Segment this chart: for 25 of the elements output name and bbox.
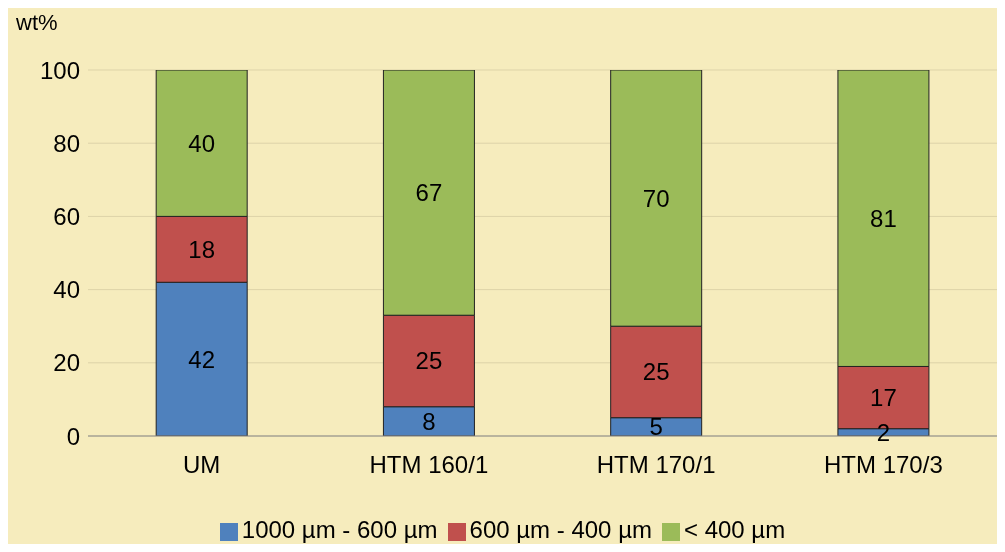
legend-label: < 400 µm: [683, 516, 786, 543]
y-tick-label: 0: [66, 422, 80, 450]
y-tick-label: 100: [39, 56, 80, 84]
legend-label: 1000 µm - 600 µm: [241, 516, 438, 543]
data-label: 25: [415, 347, 443, 375]
y-tick-label: 80: [53, 129, 80, 157]
data-label: 81: [870, 204, 897, 232]
x-tick-label: HTM 160/1: [369, 451, 489, 479]
data-label: 40: [188, 129, 216, 157]
y-axis-title: wt%: [16, 10, 58, 36]
y-tick-label: 60: [53, 202, 80, 230]
data-label: 25: [642, 358, 670, 386]
legend-label: 600 µm - 400 µm: [469, 516, 652, 543]
x-tick-label: HTM 170/1: [596, 451, 716, 479]
x-tick-label: HTM 170/3: [824, 451, 943, 479]
data-label: 17: [870, 384, 897, 412]
data-label: 18: [188, 235, 216, 263]
data-label: 70: [642, 184, 670, 212]
x-tick-label: UM: [182, 451, 221, 479]
data-label: 42: [188, 345, 216, 373]
data-label: 5: [649, 413, 663, 441]
y-tick-label: 40: [53, 276, 80, 304]
data-label: 8: [422, 407, 436, 435]
y-tick-label: 20: [53, 349, 80, 377]
data-label: 67: [415, 179, 443, 207]
